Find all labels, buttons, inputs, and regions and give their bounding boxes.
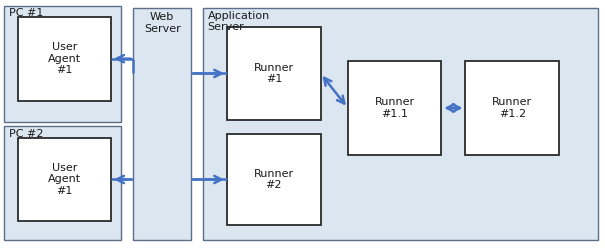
Text: Runner
#1.2: Runner #1.2 bbox=[492, 97, 532, 119]
Text: Web
Server: Web Server bbox=[144, 12, 180, 34]
FancyBboxPatch shape bbox=[134, 8, 191, 240]
FancyBboxPatch shape bbox=[348, 61, 441, 155]
Text: Application
Server: Application Server bbox=[208, 11, 270, 32]
FancyBboxPatch shape bbox=[465, 61, 559, 155]
FancyBboxPatch shape bbox=[227, 27, 321, 120]
Text: PC #1: PC #1 bbox=[8, 8, 43, 18]
FancyBboxPatch shape bbox=[18, 138, 111, 221]
Text: Runner
#2: Runner #2 bbox=[253, 169, 294, 190]
FancyBboxPatch shape bbox=[227, 134, 321, 225]
FancyBboxPatch shape bbox=[4, 6, 122, 122]
Text: User
Agent
#1: User Agent #1 bbox=[48, 163, 81, 196]
Text: Runner
#1: Runner #1 bbox=[253, 63, 294, 84]
Text: Runner
#1.1: Runner #1.1 bbox=[374, 97, 414, 119]
FancyBboxPatch shape bbox=[18, 17, 111, 101]
Text: PC #2: PC #2 bbox=[8, 129, 43, 139]
FancyBboxPatch shape bbox=[203, 8, 598, 240]
FancyBboxPatch shape bbox=[4, 126, 122, 240]
Text: User
Agent
#1: User Agent #1 bbox=[48, 42, 81, 75]
